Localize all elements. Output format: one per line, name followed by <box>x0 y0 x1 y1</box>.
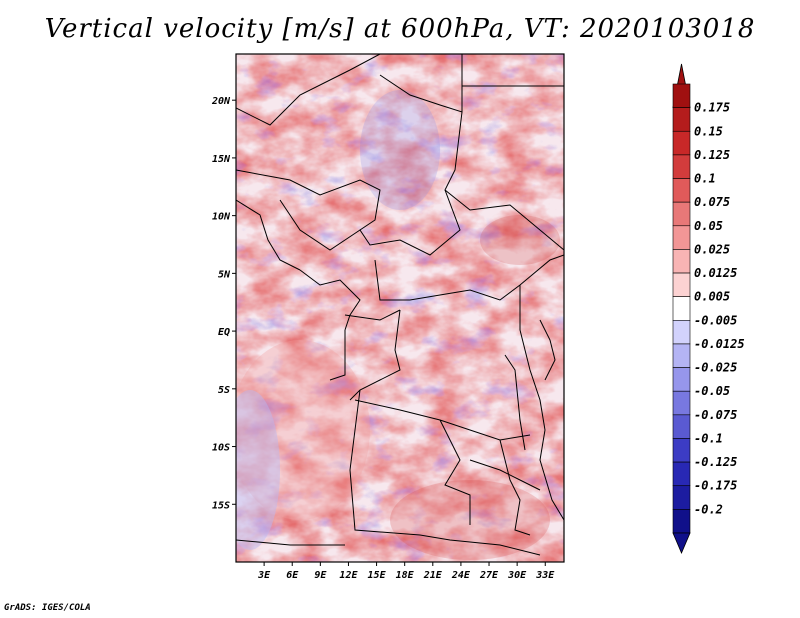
colorbar-level-label: 0.005 <box>694 290 730 304</box>
map-frame <box>235 53 565 563</box>
lon-tick-label: 24E <box>451 570 471 581</box>
credit-text: GrADS: IGES/COLA <box>4 603 91 613</box>
colorbar-swatch <box>672 201 691 227</box>
colorbar-level-label: 0.125 <box>694 148 730 162</box>
colorbar-swatch <box>672 390 691 416</box>
colorbar-level-label: -0.2 <box>694 502 723 516</box>
colorbar-swatch <box>672 130 691 156</box>
colorbar-level-label: 0.075 <box>694 195 730 209</box>
colorbar-level-label: -0.005 <box>694 313 737 327</box>
colorbar-level-label: -0.025 <box>694 361 737 375</box>
colorbar-swatch <box>672 272 691 297</box>
colorbar-level-label: -0.125 <box>694 455 737 469</box>
colorbar-level-label: 0.05 <box>694 219 723 233</box>
colorbar-swatch <box>672 438 691 463</box>
colorbar-swatch <box>672 83 691 108</box>
lat-tick-label: 10N <box>212 212 231 223</box>
colorbar-level-label: 0.025 <box>694 242 730 256</box>
colorbar-swatch <box>672 343 691 368</box>
colorbar-swatch <box>672 414 691 439</box>
colorbar-level-label: -0.0125 <box>694 337 745 351</box>
colorbar-swatch <box>672 461 691 487</box>
colorbar-level-label: 0.175 <box>694 101 730 115</box>
colorbar-swatch <box>672 107 691 132</box>
lon-tick-label: 18E <box>396 570 415 581</box>
colorbar-swatch <box>672 509 691 534</box>
lat-tick-label: 5S <box>218 385 230 396</box>
lon-tick-label: 33E <box>535 570 555 581</box>
colorbar: 0.175 0.15 0.125 0.1 0.075 0.05 0.025 0.0125 0.0… <box>672 63 745 555</box>
colorbar-bottom-arrow <box>672 532 691 555</box>
colorbar-level-label: -0.175 <box>694 479 737 493</box>
colorbar-level-label: 0.1 <box>694 172 716 186</box>
lon-tick-label: 27E <box>479 570 499 581</box>
colorbar-level-label: -0.075 <box>694 408 737 422</box>
lat-tick-label: 5N <box>218 269 231 280</box>
lat-tick-label: 15N <box>212 154 231 165</box>
colorbar-level-label: 0.0125 <box>694 266 737 280</box>
lon-tick-label: 12E <box>339 570 358 581</box>
lat-tick-label: 10S <box>212 443 230 454</box>
colorbar-swatch <box>672 225 691 250</box>
lat-tick-label: EQ <box>218 327 230 338</box>
lat-tick-label: 15S <box>212 500 230 511</box>
colorbar-swatch <box>672 367 691 392</box>
country-borders <box>236 54 564 556</box>
colorbar-swatch <box>672 154 691 179</box>
colorbar-swatch <box>672 320 691 345</box>
colorbar-level-label: -0.05 <box>694 384 730 398</box>
lon-tick-label: 3E <box>257 570 271 581</box>
colorbar-swatch <box>672 178 691 203</box>
lon-tick-label: 30E <box>507 570 527 581</box>
lon-tick-label: 9E <box>314 570 327 581</box>
longitude-axis: 3E 6E 9E 12E 15E 18E 21E 24E 27E 30E 33E <box>257 562 555 581</box>
lat-tick-label: 20N <box>211 96 231 107</box>
lon-tick-label: 6E <box>286 570 299 581</box>
lon-tick-label: 21E <box>423 570 443 581</box>
chart-title: Vertical velocity [m/s] at 600hPa, VT: 2… <box>44 14 756 44</box>
colorbar-swatch <box>672 249 691 274</box>
colorbar-swatch <box>672 485 691 510</box>
colorbar-level-label: -0.1 <box>694 431 723 445</box>
colorbar-level-label: 0.15 <box>694 124 723 138</box>
colorbar-swatch <box>672 296 691 321</box>
latitude-axis: 20N 15N 10N 5N EQ 5S 10S 15S <box>211 96 236 511</box>
lon-tick-label: 15E <box>368 570 387 581</box>
